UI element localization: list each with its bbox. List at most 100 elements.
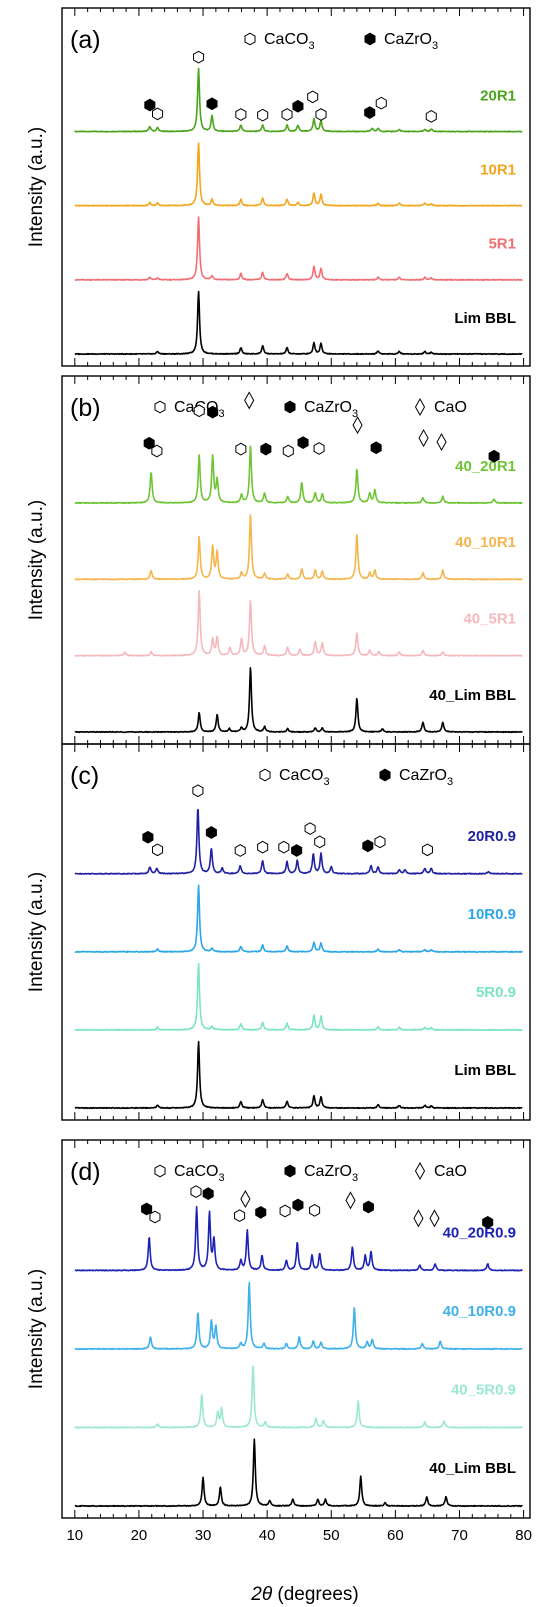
series-label: Lim BBL xyxy=(454,1062,516,1079)
x-axis-title-symbol: 2θ xyxy=(250,1584,273,1605)
y-axis-title: Intensity (a.u.) xyxy=(26,127,47,247)
phase-marker-filled xyxy=(364,106,376,119)
y-axis-title: Intensity (a.u.) xyxy=(26,872,47,992)
legend-label-0: CaCO3 xyxy=(264,31,315,52)
trace-10R1 xyxy=(74,142,523,207)
legend-marker-0 xyxy=(154,400,166,414)
trace-40_20R1 xyxy=(74,445,523,505)
series-label: 20R1 xyxy=(480,87,516,104)
phase-marker-filled xyxy=(297,436,309,449)
phase-marker-open xyxy=(425,110,437,123)
legend-marker-2 xyxy=(414,397,426,417)
legend-label-0: CaCO3 xyxy=(279,767,330,788)
x-tick-label: 70 xyxy=(451,1527,468,1544)
phase-marker-open xyxy=(234,1209,246,1223)
legend-marker-0 xyxy=(244,32,256,46)
x-axis-title: 2θ (degrees) xyxy=(250,1584,358,1605)
x-tick-label: 20 xyxy=(131,1527,148,1544)
trace-40_10R0.9 xyxy=(74,1281,523,1351)
phase-marker-open xyxy=(193,404,205,418)
trace-40_Lim-BBL xyxy=(74,666,523,734)
phase-marker-open xyxy=(278,840,290,854)
legend-marker-0 xyxy=(259,768,271,782)
legend-marker-1 xyxy=(364,32,376,46)
phase-marker-diamond xyxy=(240,1189,251,1209)
trace-20R1 xyxy=(74,67,523,133)
x-tick-label: 30 xyxy=(195,1527,212,1544)
phase-marker-open xyxy=(151,444,163,458)
phase-marker-filled xyxy=(362,1200,374,1214)
phase-marker-open xyxy=(281,108,293,121)
trace-40_Lim-BBL xyxy=(74,1438,523,1508)
trace-10R0.9 xyxy=(74,884,523,954)
series-label: 40_5R1 xyxy=(463,611,516,628)
phase-marker-filled xyxy=(205,826,217,839)
phase-marker-open xyxy=(307,90,319,104)
legend-label-2: CaO xyxy=(434,399,467,416)
trace-Lim-BBL xyxy=(74,1040,523,1110)
phase-marker-diamond xyxy=(352,416,363,435)
series-label: Lim BBL xyxy=(454,310,516,327)
phase-marker-open xyxy=(304,822,316,835)
phase-marker-open xyxy=(235,108,247,121)
phase-marker-filled xyxy=(292,99,304,113)
legend-marker-2 xyxy=(414,1161,426,1181)
phase-marker-open xyxy=(314,835,326,849)
legend-marker-1 xyxy=(284,1164,296,1178)
legend-label-0: CaCO3 xyxy=(174,1163,225,1184)
phase-marker-filled xyxy=(206,97,218,111)
trace-Lim-BBL xyxy=(74,290,523,356)
series-label: 40_20R1 xyxy=(455,458,516,475)
phase-marker-filled xyxy=(143,436,155,450)
phase-marker-open xyxy=(152,107,164,121)
phase-marker-filled xyxy=(488,449,500,463)
phase-marker-filled xyxy=(362,839,374,853)
series-label: 40_10R1 xyxy=(455,534,516,551)
panel-frame xyxy=(61,7,531,367)
phase-marker-filled xyxy=(370,441,382,455)
x-axis-title-unit: (degrees) xyxy=(272,1584,359,1605)
series-label: 20R0.9 xyxy=(468,828,516,845)
phase-marker-open xyxy=(149,1210,161,1224)
legend-label-2: CaO xyxy=(434,1163,467,1180)
series-label: 5R0.9 xyxy=(476,984,516,1001)
phase-marker-filled xyxy=(141,1202,153,1216)
series-label: 5R1 xyxy=(488,236,516,253)
phase-marker-open xyxy=(193,50,205,64)
bottom-axis: 2θ (degrees) xyxy=(250,1584,358,1605)
phase-marker-diamond xyxy=(244,391,255,410)
series-label: 40_Lim BBL xyxy=(429,1460,516,1477)
phase-marker-filled xyxy=(202,1187,214,1201)
panel-0: Intensity (a.u.) (a) CaCO3 CaZrO3 20R1 10R1 5R… xyxy=(26,7,531,367)
panel-1: Intensity (a.u.)(b)CaCO3CaZrO3CaO40_20R1… xyxy=(26,375,531,745)
panel-label: (a) xyxy=(70,26,101,54)
phase-marker-open xyxy=(279,1204,291,1218)
series-label: 40_20R0.9 xyxy=(443,1224,516,1241)
phase-marker-diamond xyxy=(418,429,429,448)
panel-frame xyxy=(61,1139,531,1519)
phase-marker-open xyxy=(282,444,294,458)
panel-label: (c) xyxy=(70,762,99,790)
x-tick-label: 50 xyxy=(323,1527,340,1544)
panel-label: (b) xyxy=(70,394,101,422)
series-label: 10R0.9 xyxy=(468,906,516,923)
panel-frame xyxy=(61,743,531,1121)
phase-marker-filled xyxy=(292,1198,304,1212)
phase-marker-open xyxy=(257,840,269,854)
series-label: 40_5R0.9 xyxy=(451,1381,516,1398)
phase-marker-open xyxy=(421,843,433,857)
x-tick-label: 80 xyxy=(515,1527,532,1544)
phase-marker-open xyxy=(152,843,164,857)
phase-marker-filled xyxy=(255,1205,267,1219)
legend-label-1: CaZrO3 xyxy=(304,1163,358,1184)
trace-20R0.9 xyxy=(74,808,523,875)
phase-marker-filled xyxy=(207,405,219,419)
legend-marker-1 xyxy=(284,400,296,414)
phase-marker-open xyxy=(374,835,386,849)
trace-40_5R0.9 xyxy=(74,1365,523,1429)
phase-marker-filled xyxy=(144,98,156,112)
x-tick-label: 10 xyxy=(66,1527,83,1544)
phase-marker-diamond xyxy=(429,1209,440,1228)
phase-marker-filled xyxy=(291,844,303,857)
